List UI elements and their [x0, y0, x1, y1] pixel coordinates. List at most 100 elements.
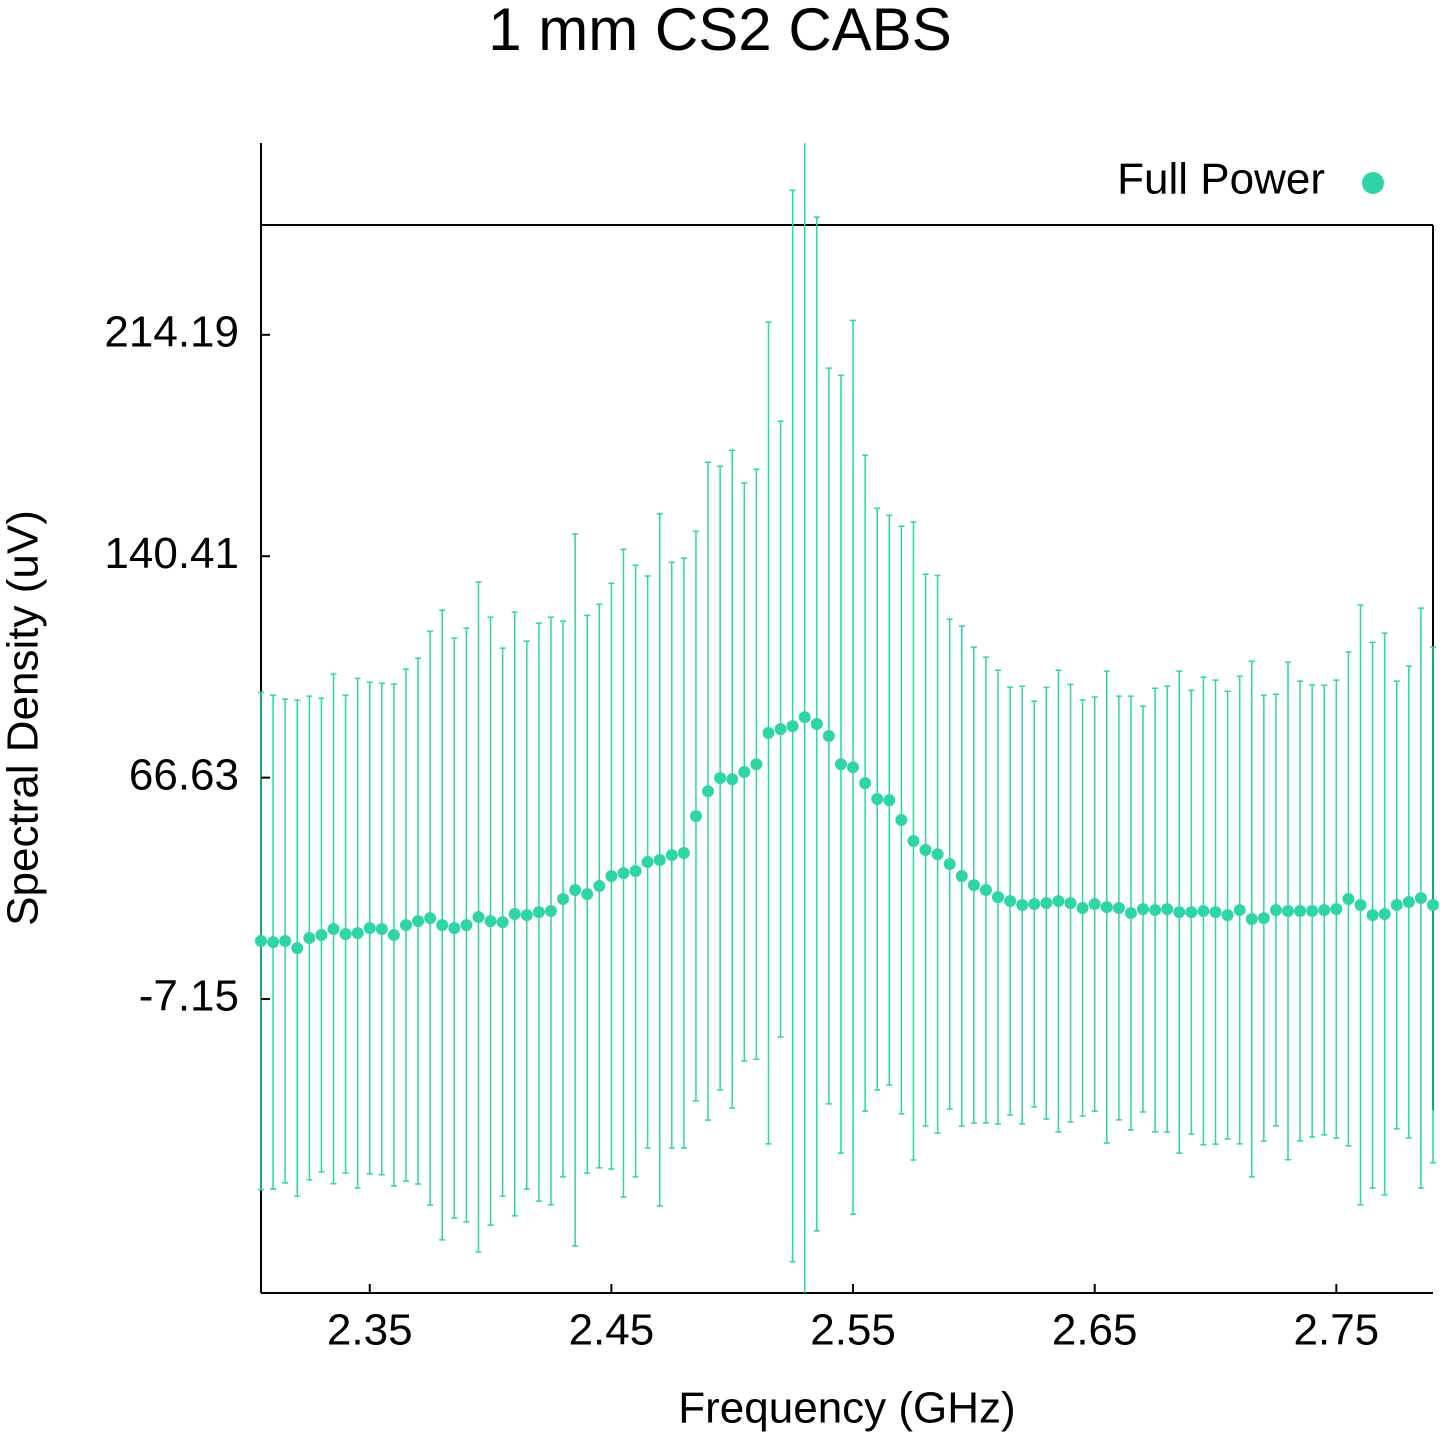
data-point	[1088, 898, 1101, 911]
data-point	[617, 867, 630, 880]
data-point	[689, 810, 702, 823]
data-point	[992, 891, 1005, 904]
y-tick-label: 66.63	[129, 750, 239, 799]
data-point	[1294, 904, 1307, 917]
data-point	[532, 906, 545, 919]
data-point	[1173, 906, 1186, 919]
data-point	[665, 849, 678, 862]
data-point	[1221, 909, 1234, 922]
data-point	[1040, 897, 1053, 910]
data-point	[726, 773, 739, 786]
data-point	[1306, 904, 1319, 917]
data-point	[1076, 901, 1089, 914]
chart-title: 1 mm CS2 CABS	[488, 0, 951, 63]
data-point	[363, 922, 376, 935]
data-point	[399, 919, 412, 932]
data-point	[1016, 898, 1029, 911]
data-point	[907, 835, 920, 848]
data-point	[339, 928, 352, 941]
data-point	[1004, 895, 1017, 908]
data-point	[1028, 898, 1041, 911]
data-point	[1137, 903, 1150, 916]
data-point	[641, 856, 654, 869]
data-point	[291, 942, 304, 955]
data-point	[1402, 895, 1415, 908]
data-point	[1245, 913, 1258, 926]
data-point	[750, 758, 763, 771]
data-point	[1318, 904, 1331, 917]
data-point	[1390, 898, 1403, 911]
data-point	[786, 720, 799, 733]
y-tick-label: -7.15	[139, 972, 239, 1021]
data-point	[798, 711, 811, 724]
data-point	[267, 936, 280, 949]
data-point	[1149, 904, 1162, 917]
data-point	[1366, 909, 1379, 922]
data-point	[702, 785, 715, 798]
legend-label: Full Power	[1117, 155, 1325, 204]
data-point	[279, 934, 292, 947]
x-axis-label: Frequency (GHz)	[678, 1384, 1015, 1433]
data-point	[931, 848, 944, 861]
data-point	[859, 777, 872, 790]
data-point	[883, 794, 896, 807]
data-point	[629, 865, 642, 878]
data-point	[895, 814, 908, 827]
data-point	[1427, 898, 1439, 911]
data-point	[919, 844, 932, 857]
data-point	[327, 922, 340, 935]
x-tick-label: 2.55	[810, 1306, 896, 1355]
data-point	[255, 934, 267, 947]
data-point	[1233, 904, 1246, 917]
data-point	[484, 915, 497, 928]
data-point	[1330, 903, 1343, 916]
data-point	[1282, 904, 1295, 917]
data-point	[593, 880, 606, 893]
data-point	[1354, 898, 1367, 911]
data-point	[496, 916, 509, 929]
data-point	[677, 847, 690, 860]
data-point	[557, 892, 570, 905]
x-tick-label: 2.35	[327, 1306, 413, 1355]
y-axis-label: Spectral Density (uV)	[0, 510, 48, 926]
data-point	[1124, 907, 1137, 920]
data-point	[472, 910, 485, 923]
data-point	[871, 793, 884, 806]
data-point	[303, 931, 316, 944]
data-point	[1209, 906, 1222, 919]
data-point	[1052, 895, 1065, 908]
data-point	[774, 723, 787, 736]
data-point	[714, 772, 727, 785]
data-point	[581, 888, 594, 901]
data-point	[1378, 907, 1391, 920]
data-point	[315, 928, 328, 941]
data-point	[605, 870, 618, 883]
data-point	[351, 927, 364, 940]
x-tick-label: 2.45	[569, 1306, 655, 1355]
data-point	[1197, 904, 1210, 917]
data-point	[544, 904, 557, 917]
data-point	[738, 766, 751, 779]
plot-area	[255, 143, 1439, 1293]
data-point	[822, 730, 835, 743]
data-point	[847, 761, 860, 774]
data-point	[1064, 897, 1077, 910]
data-point	[520, 909, 533, 922]
x-tick-label: 2.75	[1294, 1306, 1380, 1355]
data-point	[387, 928, 400, 941]
data-point	[955, 870, 968, 883]
y-tick-label: 214.19	[104, 307, 239, 356]
data-point	[448, 922, 461, 935]
legend-marker	[1362, 172, 1384, 194]
data-point	[1161, 903, 1174, 916]
data-point	[569, 883, 582, 896]
y-tick-label: 140.41	[104, 529, 239, 578]
data-point	[375, 922, 388, 935]
data-point	[1100, 901, 1113, 914]
data-point	[943, 858, 956, 871]
x-tick-label: 2.65	[1052, 1306, 1138, 1355]
data-point	[762, 727, 775, 740]
data-point	[508, 907, 521, 920]
data-point	[1414, 892, 1427, 905]
